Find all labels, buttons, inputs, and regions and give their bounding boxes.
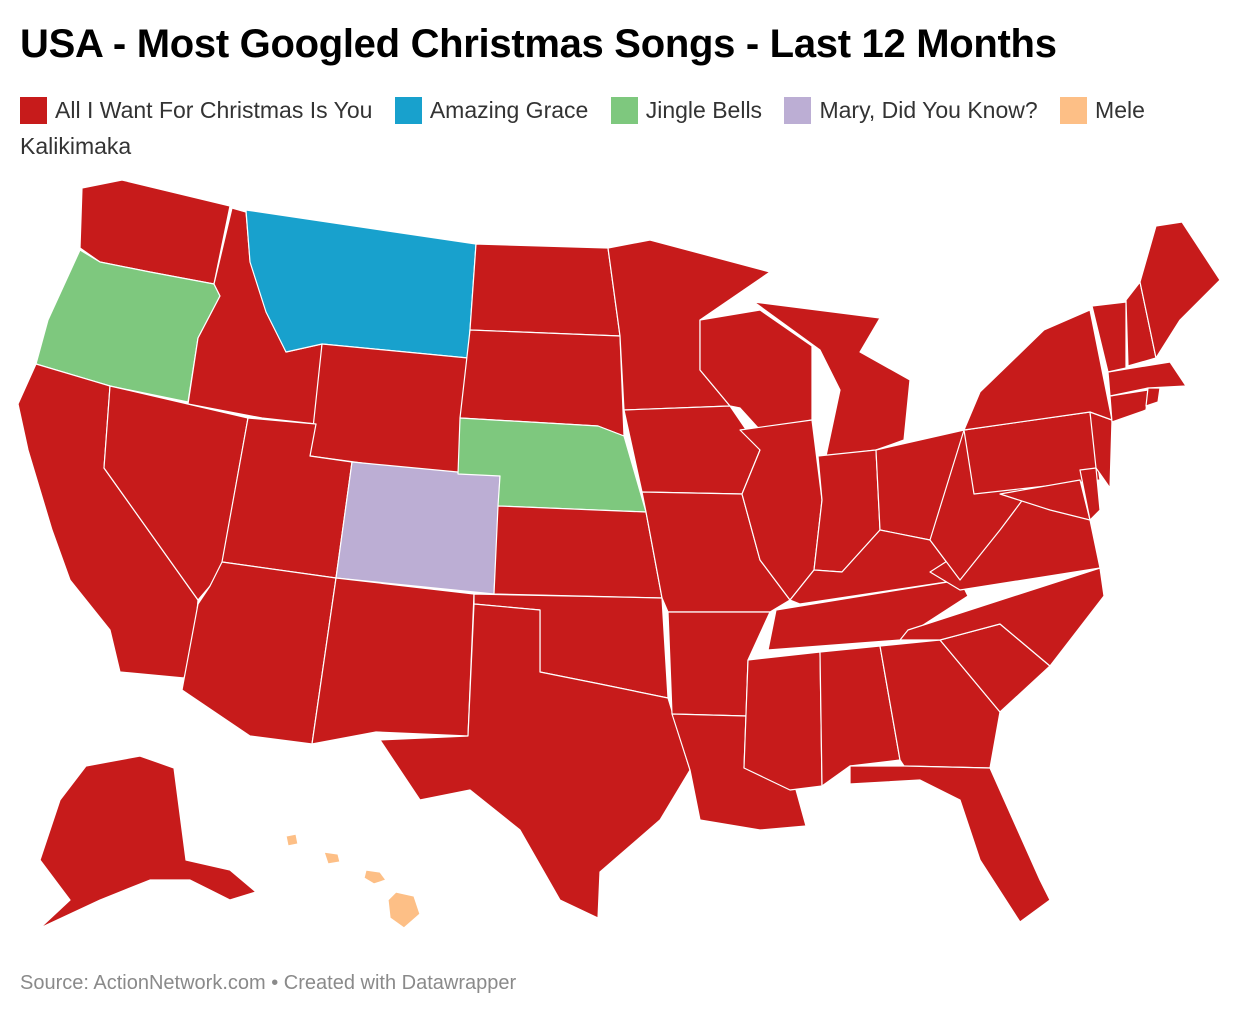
legend-swatch <box>1060 97 1088 124</box>
state-hawaii-maui <box>363 869 387 885</box>
state-north-dakota <box>469 243 621 337</box>
legend-item-amazing-grace: Amazing Grace <box>394 97 589 124</box>
map-title: USA - Most Googled Christmas Songs - Las… <box>20 22 1057 66</box>
state-hawaii-big-island <box>387 891 421 929</box>
source-text: Source: ActionNetwork.com <box>20 972 266 994</box>
legend-item-mele-kalikimaka: Mele Kalikimaka <box>20 97 1145 159</box>
state-hawaii-kauai <box>285 833 299 847</box>
state-vermont <box>1091 301 1127 373</box>
state-kansas <box>493 505 663 599</box>
state-iowa <box>623 405 761 495</box>
state-florida <box>849 765 1051 923</box>
legend-label: Mele Kalikimaka <box>20 97 1145 159</box>
state-kentucky <box>789 529 961 605</box>
state-michigan <box>753 301 911 457</box>
legend-label: Mary, Did You Know? <box>819 97 1038 123</box>
legend-swatch <box>784 97 812 124</box>
state-texas <box>379 603 691 919</box>
legend-swatch <box>610 97 638 124</box>
legend-item-mary-did-you-know: Mary, Did You Know? <box>784 97 1038 124</box>
state-connecticut <box>1109 389 1149 423</box>
state-hawaii-oahu <box>323 851 341 865</box>
legend-item-all-i-want: All I Want For Christmas Is You <box>20 97 373 124</box>
legend-swatch <box>20 97 47 124</box>
legend-label: Amazing Grace <box>429 97 589 123</box>
state-alaska <box>39 755 257 929</box>
state-new-mexico <box>311 577 475 745</box>
credit-text: Created with Datawrapper <box>283 972 517 994</box>
state-massachusetts <box>1107 361 1187 397</box>
state-montana <box>245 209 477 359</box>
state-mississippi <box>743 651 823 791</box>
state-maine <box>1139 221 1221 359</box>
state-new-york <box>963 309 1113 431</box>
state-rhode-island <box>1145 387 1161 407</box>
state-alabama <box>819 645 901 787</box>
separator: • <box>271 972 279 994</box>
state-delaware <box>1079 467 1101 521</box>
state-wyoming <box>309 343 469 477</box>
legend-label: All I Want For Christmas Is You <box>55 97 373 123</box>
legend: All I Want For Christmas Is You Amazing … <box>20 92 1220 164</box>
legend-label: Jingle Bells <box>645 97 763 123</box>
legend-item-jingle-bells: Jingle Bells <box>610 97 763 124</box>
footer: Source: ActionNetwork.com • Created with… <box>20 972 516 995</box>
state-colorado <box>335 461 501 595</box>
state-tennessee <box>767 579 969 651</box>
state-north-carolina <box>899 567 1105 667</box>
legend-swatch <box>394 97 422 124</box>
